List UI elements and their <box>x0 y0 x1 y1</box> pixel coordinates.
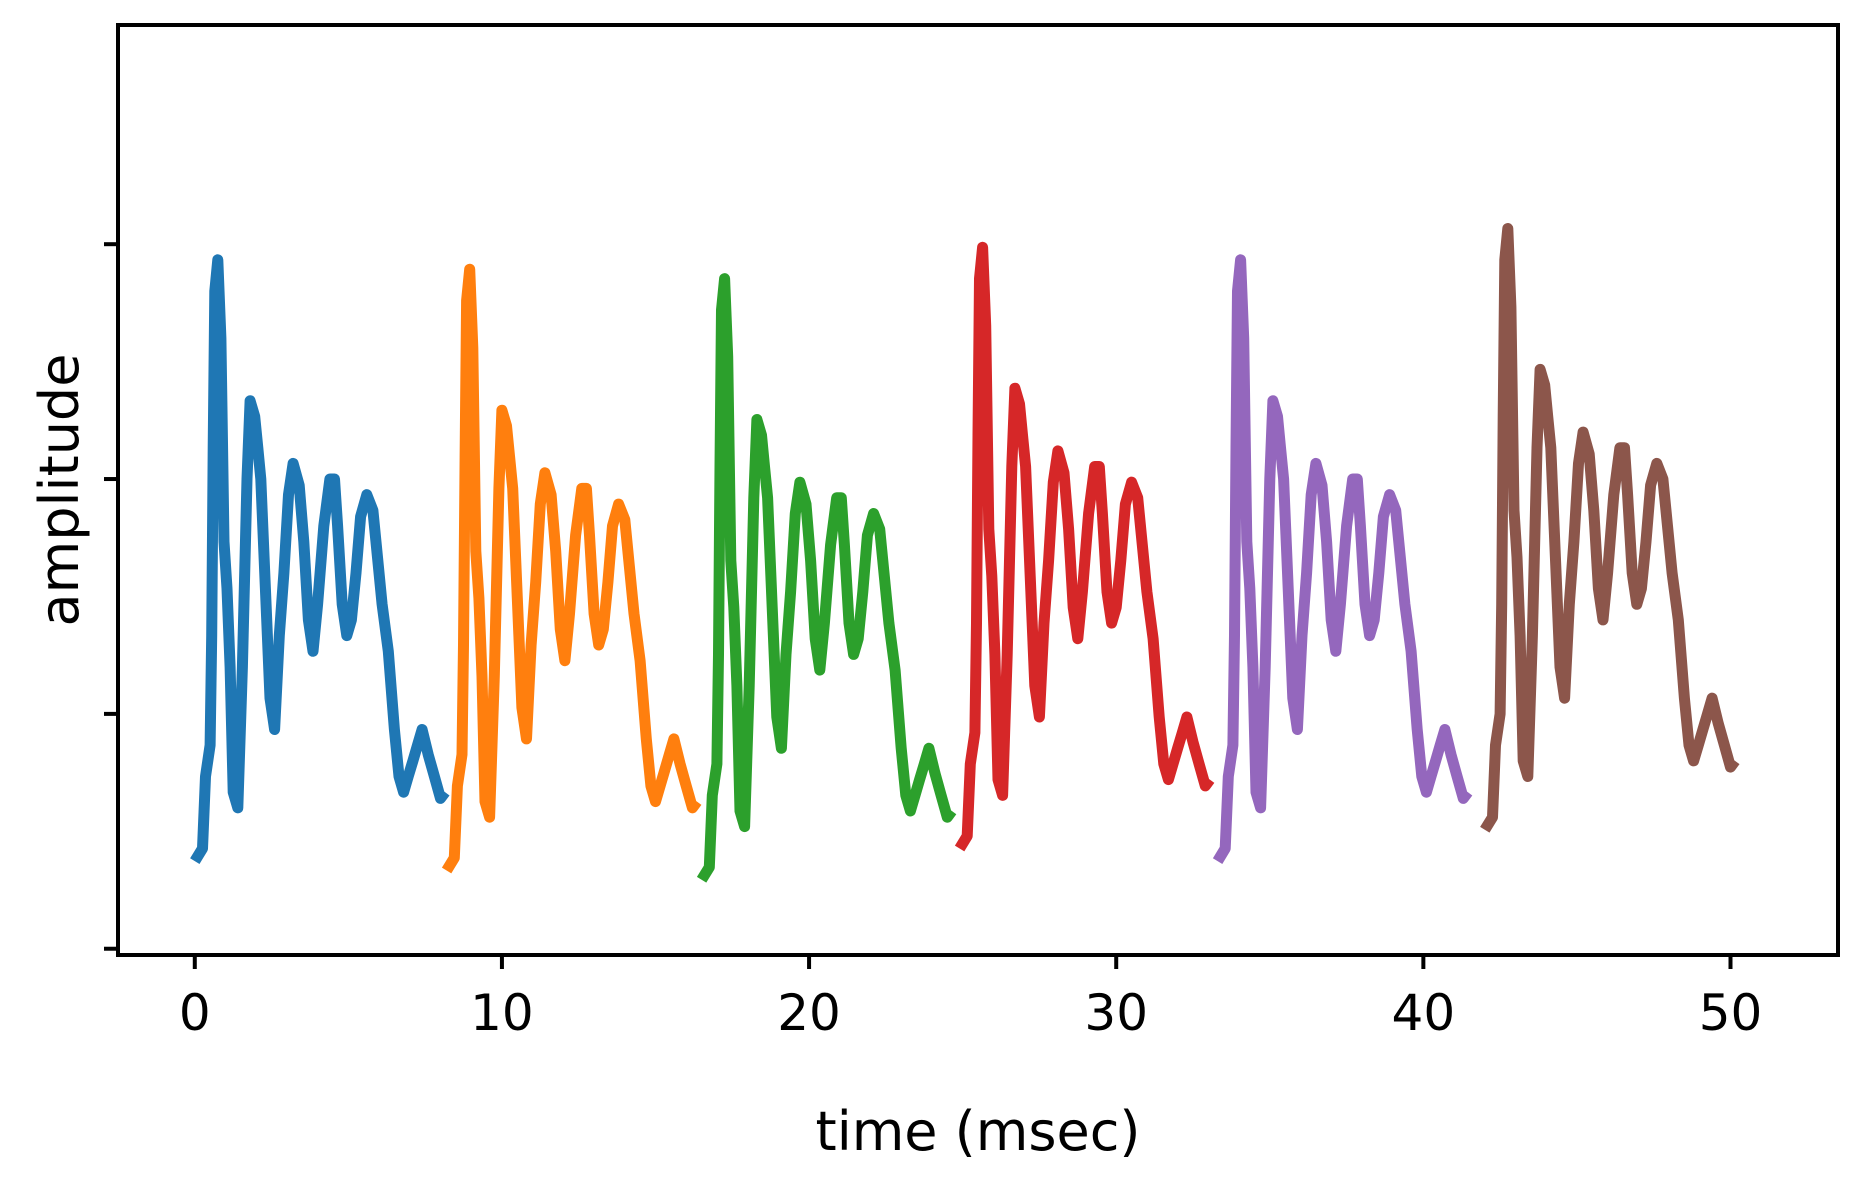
x-tick-label: 0 <box>179 984 211 1042</box>
x-tick-label: 20 <box>777 984 841 1042</box>
y-axis <box>104 242 118 951</box>
x-tick-label: 30 <box>1084 984 1148 1042</box>
plot-frame <box>116 23 1840 957</box>
series-line-6 <box>1480 223 1740 833</box>
x-tick-label: 50 <box>1699 984 1763 1042</box>
series-line-2 <box>441 263 702 874</box>
series-line-1 <box>190 254 450 864</box>
series-line-5 <box>1212 254 1473 864</box>
x-tick-label: 40 <box>1392 984 1456 1042</box>
x-axis: 0 10 20 30 40 50 <box>179 955 1762 1042</box>
series-line-3 <box>696 273 957 883</box>
series-line-4 <box>954 241 1215 852</box>
y-axis-label: amplitude <box>28 354 91 627</box>
x-tick-label: 10 <box>470 984 534 1042</box>
series-layer <box>190 223 1740 883</box>
x-axis-label: time (msec) <box>816 1100 1141 1163</box>
